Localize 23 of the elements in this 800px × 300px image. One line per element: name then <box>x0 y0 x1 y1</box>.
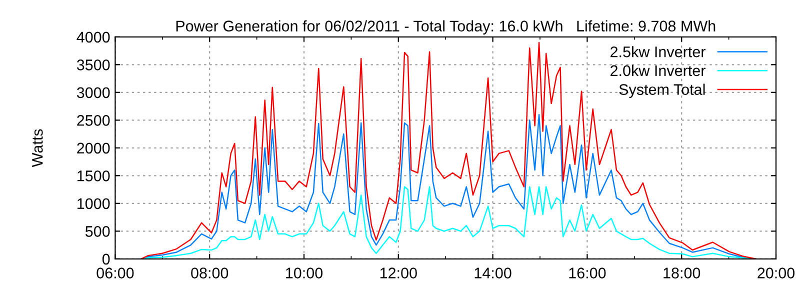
y-tick-label: 3500 <box>76 60 110 70</box>
legend-label: System Total <box>619 84 705 98</box>
y-axis-title: Watts <box>32 129 43 168</box>
x-tick-label: 12:00 <box>380 268 417 278</box>
x-tick-label: 10:00 <box>286 268 323 278</box>
x-tick-label: 18:00 <box>664 268 700 278</box>
legend-label: 2.5kw Inverter <box>610 46 706 58</box>
y-tick-label: 3000 <box>76 87 110 98</box>
y-tick-label: 1000 <box>78 198 110 210</box>
x-tick-label: 16:00 <box>569 268 606 278</box>
y-tick-label: 2000 <box>77 142 110 154</box>
chart-title: Power Generation for 06/02/2011 - Total Today: 16.0 kWh Lifetime: 9.708 MWh <box>176 20 716 35</box>
y-tick-label: 1500 <box>78 170 110 182</box>
x-tick-label: 14:00 <box>474 268 512 278</box>
y-tick-label: 500 <box>85 226 110 237</box>
x-tick-label: 20:00 <box>758 268 795 278</box>
y-tick-label: 0 <box>102 254 110 265</box>
line-series <box>140 42 756 259</box>
y-tick-label: 4000 <box>76 32 110 43</box>
legend-label: 2.0kw Inverter <box>610 64 706 76</box>
y-tick-label: 2500 <box>77 115 110 126</box>
x-tick-label: 06:00 <box>96 268 134 278</box>
x-tick-label: 08:00 <box>191 268 228 278</box>
